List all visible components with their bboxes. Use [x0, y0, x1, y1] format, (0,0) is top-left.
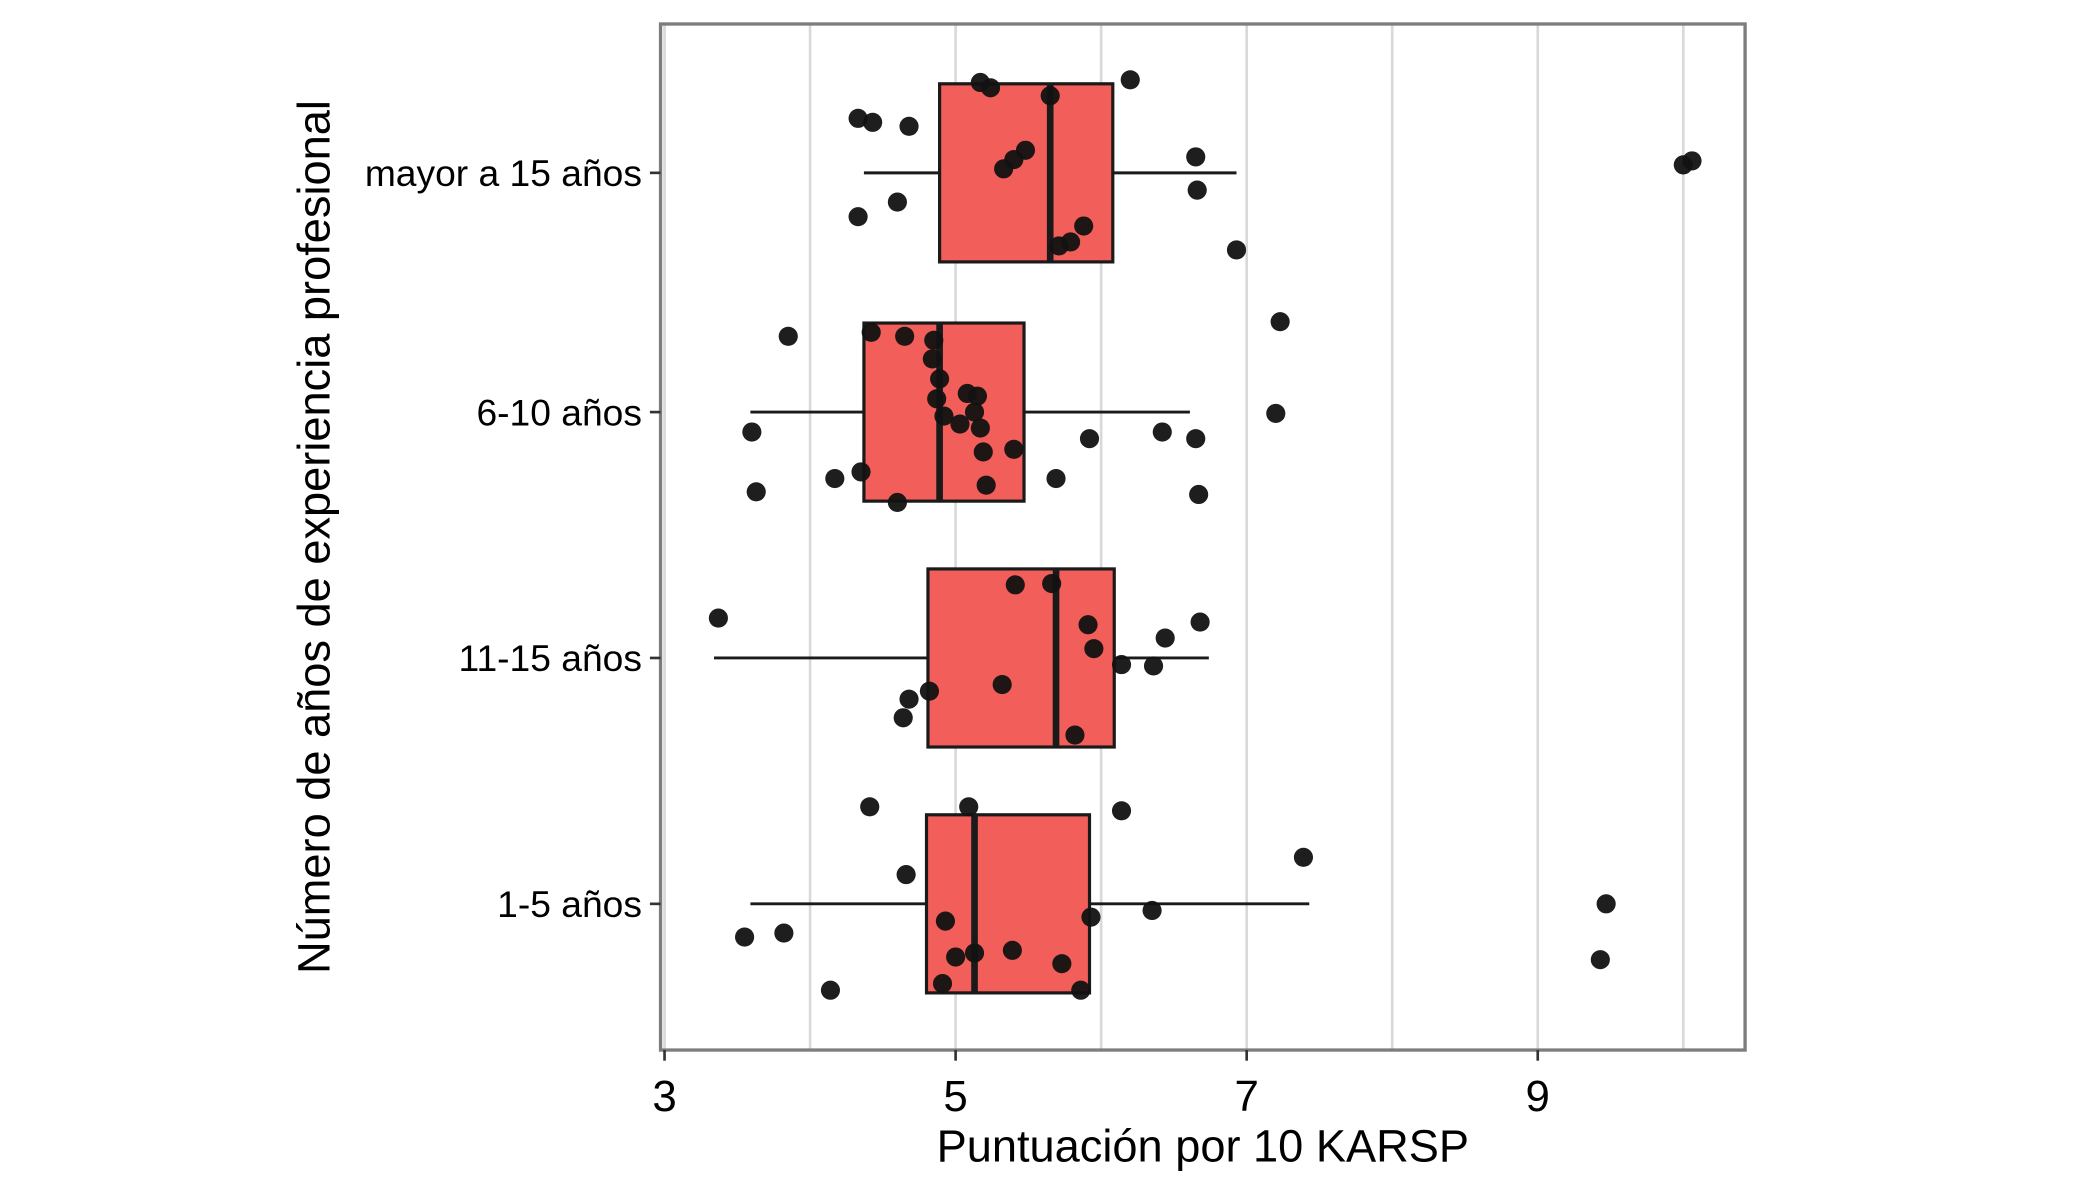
jitter-point: [848, 108, 868, 128]
jitter-point: [820, 980, 841, 1000]
jitter-point: [1071, 980, 1091, 1000]
jitter-point: [964, 402, 985, 422]
box: [938, 82, 1115, 264]
jitter-point: [976, 475, 996, 495]
jitter-point: [932, 974, 953, 994]
jitter-point: [1226, 240, 1247, 260]
jitter-point: [1120, 70, 1140, 90]
jitter-point: [742, 422, 762, 442]
jitter-point: [967, 386, 988, 406]
jitter-point: [1005, 575, 1025, 595]
jitter-point: [708, 608, 728, 628]
jitter-point: [825, 468, 845, 489]
jitter-point: [930, 369, 950, 389]
jitter-point: [1152, 422, 1172, 442]
box: [926, 567, 1116, 749]
jitter-point: [1065, 725, 1085, 745]
jitter-point: [927, 389, 947, 409]
jitter-point: [893, 708, 913, 728]
jitter-point: [946, 947, 966, 967]
jitter-point: [924, 330, 944, 350]
jitter-point: [746, 482, 766, 502]
jitter-point: [861, 322, 881, 342]
jitter-point: [1040, 86, 1060, 106]
jitter-point: [887, 192, 907, 212]
jitter-point: [735, 927, 755, 947]
jitter-point: [935, 911, 955, 931]
category-label: 6-10 años: [476, 391, 641, 433]
chart-layer: mayor a 15 años 6-10 años 11-15 años 1-5 añ…: [365, 22, 1747, 1121]
jitter-point: [848, 207, 868, 227]
x-axis-title: Puntuación por 10 KARSP: [937, 1121, 1469, 1172]
jitter-point: [1078, 615, 1098, 635]
jitter-point: [1189, 484, 1209, 505]
jitter-point: [970, 418, 990, 438]
jitter-point: [1682, 151, 1702, 171]
jitter-point: [1293, 847, 1314, 867]
jitter-point: [1042, 573, 1062, 594]
jitter-point: [1046, 468, 1066, 489]
jitter-point: [1061, 232, 1081, 252]
jitter-point: [1143, 656, 1164, 676]
jitter-point: [1002, 940, 1022, 960]
jitter-point: [774, 923, 794, 943]
jitter-point: [1111, 655, 1132, 675]
category-label: mayor a 15 años: [365, 152, 642, 194]
jitter-point: [950, 414, 970, 434]
jitter-point: [778, 326, 798, 346]
jitter-point: [1155, 628, 1175, 648]
jitter-point: [863, 112, 883, 132]
jitter-point: [1270, 312, 1290, 332]
jitter-point: [1187, 180, 1207, 200]
jitter-point: [899, 116, 919, 136]
jitter-point: [1052, 954, 1072, 974]
jitter-point: [1074, 216, 1094, 236]
jitter-point: [1004, 439, 1024, 459]
jitter-point: [860, 797, 880, 817]
jitter-point: [1186, 429, 1206, 449]
jitter-point: [919, 681, 939, 701]
x-tick-label: 5: [943, 1072, 967, 1121]
jitter-point: [1079, 429, 1100, 449]
jitter-point: [1266, 403, 1286, 423]
jitter-point: [1596, 894, 1616, 914]
jitter-point: [1081, 907, 1101, 927]
jitter-point: [1084, 639, 1104, 659]
jitter-point: [934, 406, 954, 426]
x-tick-label: 9: [1526, 1072, 1550, 1121]
jitter-point: [992, 674, 1012, 695]
jitter-point: [1190, 612, 1210, 632]
jitter-point: [896, 865, 916, 885]
jitter-point: [1186, 147, 1206, 167]
panel-border: [658, 22, 1747, 1052]
jitter-point: [922, 349, 942, 369]
jitter-point: [851, 462, 871, 482]
jitter-point: [994, 159, 1014, 179]
jitter-point: [887, 492, 907, 513]
jitter-point: [895, 326, 915, 346]
category-label: 11-15 años: [459, 637, 642, 679]
jitter-point: [973, 442, 993, 462]
jitter-point: [959, 797, 979, 817]
jitter-point: [1111, 801, 1132, 821]
x-tick-label: 7: [1234, 1072, 1258, 1121]
jitter-point: [980, 78, 1001, 98]
y-axis-title: Número de años de experiencia profesiona…: [289, 100, 340, 974]
jitter-point: [899, 689, 919, 709]
jitter-point: [1590, 950, 1610, 970]
jitter-point: [1142, 900, 1162, 921]
jitter-point: [964, 943, 985, 963]
category-label: 1-5 años: [497, 883, 642, 925]
x-tick-label: 3: [652, 1072, 676, 1121]
